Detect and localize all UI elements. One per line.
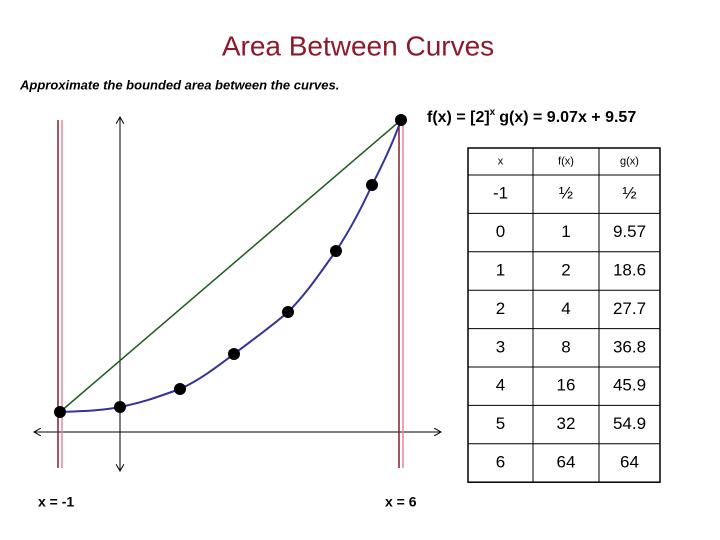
table-cell: 8 bbox=[561, 337, 570, 356]
table: x f(x) g(x) -1 ½ ½ 0 1 9.57 1 2 18.6 2 4 27.7 3 8 36.8 4 16… bbox=[467, 147, 661, 483]
title: Area Between Curves bbox=[222, 30, 494, 61]
table-cell: 2 bbox=[496, 299, 505, 318]
point bbox=[174, 383, 186, 395]
point bbox=[228, 348, 240, 360]
g-formula: g(x) = 9.07x + 9.57 bbox=[499, 109, 636, 126]
table-border bbox=[467, 147, 661, 483]
point bbox=[282, 306, 294, 318]
table-cell: 16 bbox=[557, 376, 576, 395]
f-formula: f(x) = [2] bbox=[427, 109, 490, 126]
table-cell: 32 bbox=[557, 414, 576, 433]
point bbox=[366, 179, 378, 191]
table-header: x bbox=[498, 155, 504, 167]
table-cell: 18.6 bbox=[613, 260, 646, 279]
table-cell: 2 bbox=[561, 260, 570, 279]
table-cell: 27.7 bbox=[613, 299, 646, 318]
table-cell: 9.57 bbox=[613, 222, 646, 241]
g-line bbox=[59, 119, 402, 413]
point bbox=[114, 401, 126, 413]
table-header: g(x) bbox=[620, 155, 639, 167]
f-exponent: x bbox=[490, 107, 496, 118]
table-cell: 64 bbox=[557, 452, 576, 471]
table-header: f(x) bbox=[558, 155, 574, 167]
table-cell: ½ bbox=[622, 184, 636, 203]
table-cell: 4 bbox=[496, 376, 505, 395]
left-bound-label: x = -1 bbox=[38, 494, 74, 510]
table-cell: 36.8 bbox=[613, 337, 646, 356]
table-cell: ½ bbox=[559, 184, 573, 203]
table-cell: 5 bbox=[496, 414, 505, 433]
table-cell: 1 bbox=[561, 222, 570, 241]
point bbox=[54, 406, 66, 418]
table-cell: 4 bbox=[561, 299, 570, 318]
table-cell: 0 bbox=[496, 222, 505, 241]
point bbox=[330, 245, 342, 257]
subtitle: Approximate the bounded area between the… bbox=[19, 77, 339, 92]
point bbox=[395, 114, 407, 126]
table-cell: 3 bbox=[496, 337, 505, 356]
formula: f(x) = [2]x g(x) = 9.07x + 9.57 bbox=[427, 107, 636, 127]
right-bound-label: x = 6 bbox=[385, 494, 417, 510]
table-cell: 1 bbox=[496, 260, 505, 279]
points bbox=[54, 114, 407, 418]
table-cell: -1 bbox=[493, 184, 508, 203]
table-cell: 45.9 bbox=[613, 376, 646, 395]
plot bbox=[35, 114, 440, 470]
table-cell: 54.9 bbox=[613, 414, 646, 433]
table-cell: 64 bbox=[620, 452, 639, 471]
table-cell: 6 bbox=[496, 452, 505, 471]
